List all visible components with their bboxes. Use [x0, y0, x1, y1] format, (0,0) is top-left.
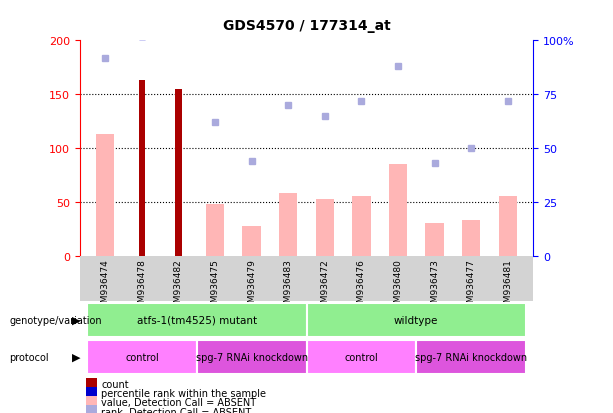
Text: atfs-1(tm4525) mutant: atfs-1(tm4525) mutant — [137, 315, 257, 325]
Text: ▶: ▶ — [72, 352, 81, 362]
Text: percentile rank within the sample: percentile rank within the sample — [101, 388, 266, 398]
Text: GSM936476: GSM936476 — [357, 259, 366, 313]
Text: GDS4570 / 177314_at: GDS4570 / 177314_at — [223, 19, 390, 33]
Text: GSM936478: GSM936478 — [137, 259, 147, 313]
Bar — [197, 340, 306, 374]
Bar — [96, 135, 115, 256]
Bar — [87, 303, 306, 337]
Bar — [425, 224, 444, 256]
Text: GSM936479: GSM936479 — [247, 259, 256, 313]
Bar — [206, 204, 224, 256]
Text: GSM936482: GSM936482 — [174, 259, 183, 313]
Bar — [86, 396, 97, 408]
Text: GSM936480: GSM936480 — [394, 259, 403, 313]
Bar — [279, 194, 297, 256]
Text: ▶: ▶ — [72, 315, 81, 325]
Text: rank, Detection Call = ABSENT: rank, Detection Call = ABSENT — [101, 407, 251, 413]
Bar — [316, 199, 334, 256]
Text: count: count — [101, 379, 129, 389]
Bar — [306, 340, 416, 374]
Bar — [462, 221, 480, 256]
Text: control: control — [125, 352, 159, 362]
Text: wildtype: wildtype — [394, 315, 438, 325]
Bar — [87, 340, 197, 374]
Bar — [498, 197, 517, 256]
Text: spg-7 RNAi knockdown: spg-7 RNAi knockdown — [196, 352, 308, 362]
Bar — [352, 197, 370, 256]
Text: GSM936472: GSM936472 — [320, 259, 329, 313]
Bar — [306, 303, 526, 337]
Text: value, Detection Call = ABSENT: value, Detection Call = ABSENT — [101, 397, 256, 408]
Text: GSM936477: GSM936477 — [466, 259, 476, 313]
Text: GSM936483: GSM936483 — [284, 259, 293, 313]
Bar — [139, 81, 145, 256]
Text: genotype/variation: genotype/variation — [9, 315, 102, 325]
Text: control: control — [345, 352, 378, 362]
Text: spg-7 RNAi knockdown: spg-7 RNAi knockdown — [415, 352, 527, 362]
Text: GSM936481: GSM936481 — [503, 259, 512, 313]
Bar — [243, 226, 261, 256]
Bar — [389, 165, 407, 256]
Text: GSM936473: GSM936473 — [430, 259, 439, 313]
Bar — [86, 378, 97, 390]
Text: GSM936475: GSM936475 — [210, 259, 219, 313]
Text: GSM936474: GSM936474 — [101, 259, 110, 313]
Bar — [86, 406, 97, 413]
Bar — [175, 90, 181, 256]
Bar — [416, 340, 526, 374]
Text: protocol: protocol — [9, 352, 49, 362]
Bar — [86, 387, 97, 399]
